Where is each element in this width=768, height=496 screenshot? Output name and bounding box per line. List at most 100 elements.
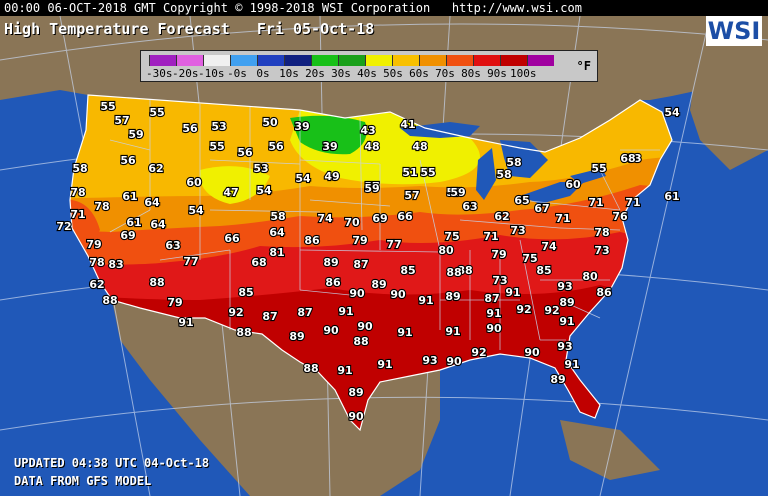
legend-label: -0s (227, 67, 247, 80)
legend-label: 10s (279, 67, 299, 80)
temperature-label: 90 (348, 410, 364, 423)
temperature-label: 73 (594, 244, 609, 257)
legend-swatch (149, 55, 176, 66)
temperature-label: 90 (357, 320, 373, 333)
temperature-label: 79 (352, 234, 367, 247)
legend-label: 0s (256, 67, 270, 80)
legend-label: -30s (146, 67, 173, 80)
temperature-label: 54 (256, 184, 272, 197)
temperature-label: 71 (555, 212, 570, 225)
legend-unit: °F (576, 59, 591, 73)
legend-swatch (230, 55, 257, 66)
temperature-label: 91 (338, 305, 353, 318)
temperature-label: 57 (446, 186, 461, 199)
legend-swatch (203, 55, 230, 66)
temperature-label: 92 (516, 303, 531, 316)
legend-label: 100s (510, 67, 537, 80)
temperature-label: 93 (557, 340, 572, 353)
temperature-label: 92 (544, 304, 559, 317)
legend-label: 30s (331, 67, 351, 80)
temperature-label: 88 (236, 326, 251, 339)
temperature-label: 56 (268, 140, 284, 153)
temperature-label: 62 (494, 210, 509, 223)
temperature-label: 59 (450, 186, 465, 199)
temperature-label: 85 (400, 264, 415, 277)
temperature-label: 88 (353, 335, 368, 348)
updated-text: UPDATED 04:38 UTC 04-Oct-18 (14, 456, 210, 470)
temperature-label: 64 (144, 196, 160, 209)
temperature-label: 60 (186, 176, 202, 189)
temperature-label: 62 (89, 278, 104, 291)
temperature-label: 71 (483, 230, 498, 243)
temperature-label: 64 (269, 226, 285, 239)
temperature-label: 71 (588, 196, 603, 209)
temperature-label: 61 (122, 190, 137, 203)
temperature-label: 49 (324, 170, 339, 183)
temperature-label: 56 (120, 154, 136, 167)
temperature-label: 85 (238, 286, 253, 299)
temperature-label: 89 (550, 373, 565, 386)
temperature-label: 89 (348, 386, 363, 399)
legend-swatch (311, 55, 338, 66)
temperature-label: 53 (253, 162, 268, 175)
legend-label: 50s (383, 67, 403, 80)
temperature-label: 54 (664, 106, 680, 119)
temperature-label: 88 (457, 264, 472, 277)
temperature-label: 59 (364, 182, 379, 195)
temperature-label: 89 (559, 296, 574, 309)
temperature-label: 58 (506, 156, 521, 169)
temperature-label: 80 (582, 270, 598, 283)
atlantic-canada-landmass (690, 20, 768, 170)
temperature-label: 89 (445, 290, 460, 303)
temperature-label: 76 (612, 210, 628, 223)
temperature-label: 87 (262, 310, 277, 323)
temperature-label: 62 (148, 162, 163, 175)
temperature-label: 78 (94, 200, 109, 213)
temperature-label: 61 (664, 190, 679, 203)
temperature-label: 55 (209, 140, 224, 153)
legend-swatch (473, 55, 500, 66)
data-source-text: DATA FROM GFS MODEL (14, 474, 152, 488)
legend-label: 70s (435, 67, 455, 80)
temperature-label: 80 (438, 244, 454, 257)
temperature-legend: -30s -20s -10s -0s 0s 10s 20s 30s 40s 50s 60s 70s 80… (140, 50, 598, 82)
legend-label: 60s (409, 67, 429, 80)
temperature-label: 77 (386, 238, 401, 251)
temperature-label: 90 (486, 322, 502, 335)
temperature-label: 75 (444, 230, 459, 243)
temperature-label: 92 (471, 346, 486, 359)
temperature-label: 86 (596, 286, 612, 299)
temperature-label: 93 (422, 354, 437, 367)
state-borders (109, 100, 660, 350)
temperature-label: 91 (559, 315, 574, 328)
temperature-label: 91 (178, 316, 193, 329)
temperature-label: 60 (565, 178, 581, 191)
map-title: High Temperature Forecast Fri 05-Oct-18 (4, 20, 375, 38)
temperature-label: 90 (390, 288, 406, 301)
legend-swatch (365, 55, 392, 66)
temperature-label: 73 (492, 274, 507, 287)
temperature-label: 77 (183, 255, 198, 268)
temperature-label: 61 (126, 216, 141, 229)
temperature-label: 78 (89, 256, 104, 269)
temperature-label: 63 (165, 239, 180, 252)
temperature-label: 78 (594, 226, 609, 239)
temperature-label: 43 (360, 124, 375, 137)
temperature-label: 51 (402, 166, 417, 179)
temperature-label: 86 (304, 234, 320, 247)
temperature-label: 67 (534, 202, 549, 215)
temperature-label: 87 (297, 306, 312, 319)
temperature-label: 86 (325, 276, 341, 289)
temperature-label: 90 (524, 346, 540, 359)
legend-label: -10s (198, 67, 225, 80)
temperature-label: 91 (337, 364, 352, 377)
temperature-label: 54 (295, 172, 311, 185)
temperature-label: 90 (446, 355, 462, 368)
mexico-landmass (112, 300, 440, 496)
temperature-label: 91 (486, 307, 501, 320)
temperature-label: 83 (108, 258, 123, 271)
legend-swatch (338, 55, 365, 66)
temperature-label: 75 (522, 252, 537, 265)
temperature-label: 88 (149, 276, 164, 289)
